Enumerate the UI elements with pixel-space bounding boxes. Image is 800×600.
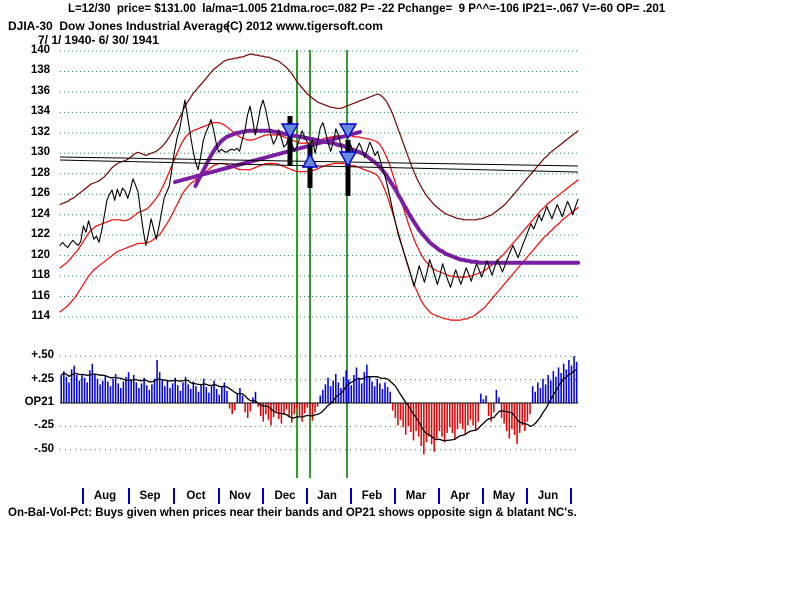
month-tick-10	[526, 488, 528, 504]
price-axis-tick-128: 128	[30, 166, 50, 179]
month-tick-2	[173, 488, 175, 504]
mid-band-line	[59, 121, 579, 278]
upper-band-line	[59, 53, 579, 221]
indicator-gridlines	[60, 355, 578, 451]
month-label-jan: Jan	[317, 490, 337, 502]
copyright-notice: (C) 2012 www.tigersoft.com	[226, 19, 383, 33]
lower-band-line	[59, 162, 579, 321]
month-label-may: May	[492, 490, 516, 502]
price-axis-tick-118: 118	[31, 269, 50, 282]
month-label-aug: Aug	[93, 490, 117, 502]
price-axis-tick-116: 116	[31, 289, 50, 302]
month-label-mar: Mar	[405, 490, 427, 502]
month-tick-5	[306, 488, 308, 504]
month-tick-8	[438, 488, 440, 504]
price-axis-tick-140: 140	[30, 44, 50, 56]
price-axis-tick-130: 130	[30, 146, 50, 159]
trendline-overlay	[59, 130, 579, 184]
indicator-bars	[60, 356, 578, 455]
month-tick-0	[82, 488, 84, 504]
month-label-oct: Oct	[186, 490, 206, 502]
month-label-sep: Sep	[139, 490, 161, 502]
statistics-header: L=12/30 price= $131.00 la/ma=1.005 21dma…	[68, 3, 666, 15]
price-axis-tick-132: 132	[30, 125, 50, 138]
month-tick-11	[570, 488, 572, 504]
month-tick-6	[350, 488, 352, 504]
moving-average-line	[193, 128, 580, 265]
month-tick-4	[262, 488, 264, 504]
date-range-label: 7/ 1/ 1940- 6/ 30/ 1941	[38, 33, 159, 47]
price-axis-tick-124: 124	[30, 207, 50, 220]
price-axis-tick-136: 136	[30, 84, 50, 97]
month-label-jun: Jun	[537, 490, 559, 502]
month-label-dec: Dec	[274, 490, 296, 502]
price-axis-tick-114: 114	[31, 310, 50, 322]
indicator-axis-tick-+p50: +.50	[31, 349, 54, 362]
price-axis-tick-120: 120	[30, 248, 50, 261]
month-tick-7	[394, 488, 396, 504]
price-axis-tick-134: 134	[30, 105, 50, 118]
signal-markers	[280, 116, 358, 196]
price-axis-tick-122: 122	[30, 228, 50, 241]
indicator-axis-tick--p25: -.25	[34, 419, 54, 432]
month-label-nov: Nov	[229, 490, 251, 502]
indicator-smoothing-curve	[60, 369, 577, 442]
indicator-axis-tick-+p25: +.25	[31, 372, 54, 385]
price-axis-tick-138: 138	[30, 64, 50, 77]
month-label-apr: Apr	[450, 490, 470, 502]
month-label-feb: Feb	[361, 490, 383, 502]
footer-caption: On-Bal-Vol-Pct: Buys given when prices n…	[8, 507, 577, 519]
price-line	[59, 99, 579, 288]
symbol-title: DJIA-30 Dow Jones Industrial Average	[8, 19, 230, 33]
indicator-axis-tick-OP21: OP21	[24, 396, 54, 408]
price-axis-tick-126: 126	[30, 187, 50, 200]
month-tick-9	[482, 488, 484, 504]
month-tick-1	[128, 488, 130, 504]
month-tick-3	[218, 488, 220, 504]
signal-vertical-lines	[296, 50, 348, 478]
indicator-axis-tick--p50: -.50	[34, 442, 54, 455]
price-gridlines	[60, 50, 578, 318]
